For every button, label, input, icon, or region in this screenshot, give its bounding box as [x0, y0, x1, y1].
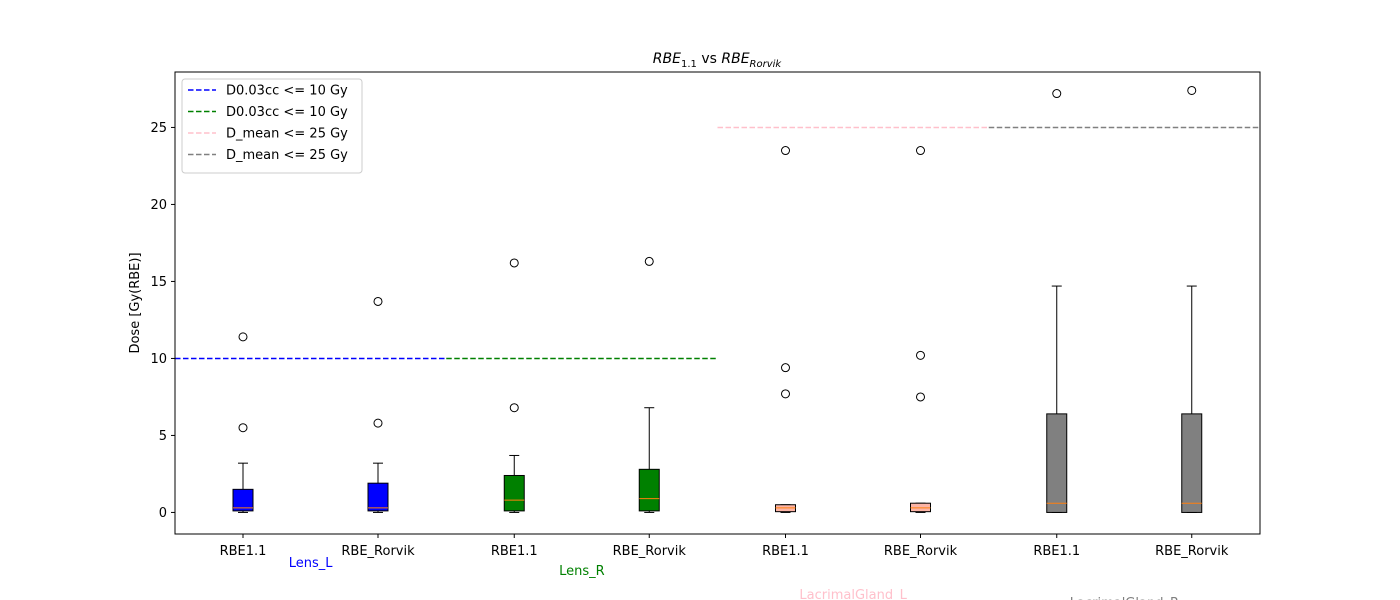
x-tick-label: RBE1.1 — [762, 544, 809, 559]
axes-frame — [174, 71, 1261, 535]
y-tick-label: 0 — [159, 506, 167, 521]
outlier-point — [781, 146, 790, 156]
title-right-sub: Rorvik — [750, 59, 783, 70]
legend: D0.03cc <= 10 Gy D0.03cc <= 10 Gy D_mean <… — [181, 78, 363, 174]
y-tick-label: 5 — [159, 429, 167, 444]
outlier-point — [509, 258, 519, 268]
outlier-point — [916, 350, 925, 360]
outlier-point — [916, 146, 925, 156]
outlier-point — [644, 256, 654, 266]
outlier-point — [373, 296, 383, 306]
box — [638, 468, 660, 512]
title-left-base: RBE — [653, 51, 681, 67]
title-right-base: RBE — [721, 51, 749, 67]
outlier-point — [1052, 89, 1062, 99]
outlier-point — [781, 389, 790, 399]
y-tick-label: 25 — [150, 121, 167, 136]
legend-entry-label: D_mean <= 25 Gy — [226, 127, 348, 142]
x-tick-label: RBE_Rorvik — [613, 544, 687, 559]
x-tick-label: RBE1.1 — [220, 544, 267, 559]
y-tick-label: 15 — [150, 275, 167, 290]
group-label: LacrimalGland_R — [1070, 596, 1179, 600]
box — [367, 482, 389, 512]
x-tick-label: RBE_Rorvik — [1155, 544, 1229, 559]
y-axis-label: Dose [Gy(RBE)] — [128, 252, 143, 353]
title-mid: vs — [697, 51, 721, 67]
outlier-point — [781, 363, 790, 373]
outlier-point — [238, 332, 248, 342]
legend-entry-label: D0.03cc <= 10 Gy — [226, 105, 348, 120]
outlier-point — [1187, 85, 1197, 95]
group-label: LacrimalGland_L — [799, 588, 907, 600]
legend-entry-label: D0.03cc <= 10 Gy — [226, 84, 348, 99]
x-tick-label: RBE_Rorvik — [884, 544, 958, 559]
outlier-point — [916, 392, 925, 402]
x-tick-label: RBE_Rorvik — [341, 544, 415, 559]
y-tick-label: 10 — [150, 352, 167, 367]
box — [503, 474, 525, 512]
box — [232, 488, 254, 512]
y-tick-label: 20 — [150, 198, 167, 213]
group-label: Lens_R — [559, 564, 605, 579]
group-label: Lens_L — [289, 556, 334, 571]
chart-title: RBE1.1 vs RBERorvik — [653, 51, 783, 70]
title-left-sub: 1.1 — [681, 59, 697, 70]
plot-layer: 0 5 10 15 20 25 RBE1.1 RBE_Rorvik Lens_L RBE1.1 RB… — [150, 85, 1260, 600]
outlier-point — [238, 423, 248, 433]
x-tick-label: RBE1.1 — [491, 544, 538, 559]
box — [1181, 413, 1203, 513]
legend-entry-label: D_mean <= 25 Gy — [226, 148, 348, 163]
legend-frame — [181, 78, 363, 174]
outlier-point — [509, 403, 519, 413]
x-tick-label: RBE1.1 — [1033, 544, 1080, 559]
box — [1046, 413, 1068, 513]
outlier-point — [373, 418, 383, 428]
